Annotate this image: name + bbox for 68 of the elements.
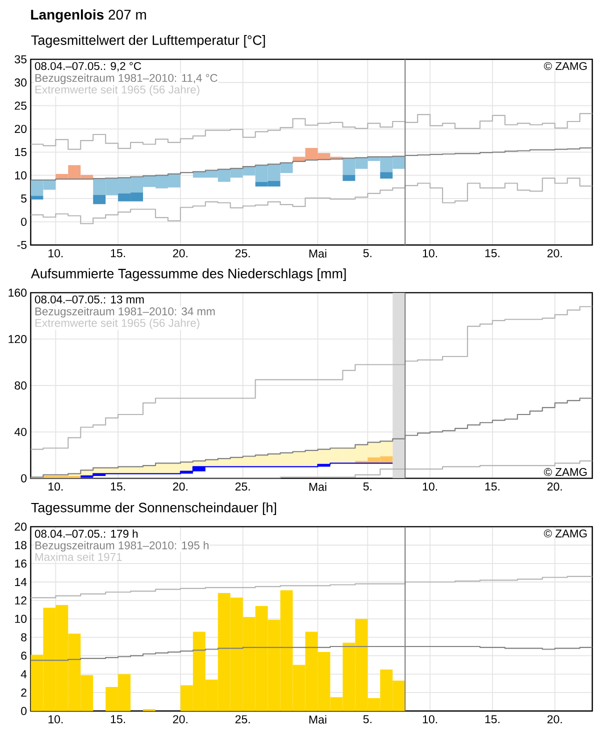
annotation: Extremwerte seit 1965 (56 Jahre) xyxy=(35,85,200,96)
x-tick-label: 15. xyxy=(110,482,125,491)
y-tick-label: 20 xyxy=(14,124,27,133)
y-tick-label: -5 xyxy=(17,240,27,249)
y-tick-label: 25 xyxy=(14,102,27,110)
y-tick-label: 10 xyxy=(15,171,27,180)
annotation: Extremwerte seit 1965 (56 Jahre) xyxy=(35,318,200,330)
x-tick-label: 20. xyxy=(547,715,562,724)
y-tick-label: 15 xyxy=(15,148,27,156)
annotation: Bezugszeitraum 1981–2010: 34 mm xyxy=(35,307,215,318)
y-tick-label: 12 xyxy=(15,596,26,604)
x-tick-label: 20. xyxy=(547,482,562,491)
x-tick-label: 15. xyxy=(485,482,500,491)
x-tick-label: 15. xyxy=(110,249,125,258)
y-tick-label: 6 xyxy=(21,652,26,660)
x-tick-label: 20. xyxy=(173,482,188,491)
annotation: Bezugszeitraum 1981–2010: 195 h xyxy=(35,541,209,552)
x-tick-label: 10. xyxy=(48,715,63,724)
y-tick-label: 0 xyxy=(21,474,27,482)
y-tick-label: 80 xyxy=(14,381,27,390)
chart-title: Aufsummierte Tagessumme des Niederschlags [mm] xyxy=(30,268,346,282)
annotation: Maxima seit 1971 xyxy=(35,552,122,561)
y-tick-label: 35 xyxy=(14,55,27,64)
x-tick-label: 15. xyxy=(110,715,125,724)
x-tick-label: 15. xyxy=(485,249,500,258)
chart-title: Langenlois 207 m xyxy=(31,9,146,22)
x-tick-label: 20. xyxy=(547,249,562,258)
x-tick-label: 10. xyxy=(48,249,63,258)
y-tick-label: 30 xyxy=(14,78,27,87)
y-tick-label: 10 xyxy=(15,614,27,623)
chart-title: Tagessumme der Sonnenscheindauer [h] xyxy=(31,502,276,516)
y-tick-label: 5 xyxy=(21,194,27,203)
x-tick-label: 15. xyxy=(485,715,500,724)
y-tick-label: 40 xyxy=(14,428,27,436)
x-tick-label: Mai xyxy=(309,482,326,491)
annotation: 08.04.–07.05.: 13 mm xyxy=(34,295,144,304)
x-tick-label: 5. xyxy=(363,715,372,724)
annotation: Bezugszeitraum 1981–2010: 11,4 °C xyxy=(35,74,218,84)
y-tick-label: 2 xyxy=(21,688,26,697)
annotation: © ZAMG xyxy=(544,62,587,70)
annotation: 08.04.–07.05.: 9,2 °C xyxy=(34,62,142,72)
y-tick-label: 120 xyxy=(8,335,27,344)
annotation: © ZAMG xyxy=(544,468,587,476)
x-tick-label: 10. xyxy=(422,715,437,724)
annotation: 08.04.–07.05.: 179 h xyxy=(34,529,138,538)
x-tick-label: 20. xyxy=(173,715,188,724)
x-tick-label: 10. xyxy=(422,482,437,491)
x-tick-label: 10. xyxy=(48,482,63,491)
y-tick-label: 0 xyxy=(21,706,27,716)
x-tick-label: 25. xyxy=(235,249,250,258)
y-tick-label: 4 xyxy=(20,670,27,678)
y-tick-label: 160 xyxy=(8,288,27,297)
chart-subtitle: Tagesmittelwert der Lufttemperatur [°C] xyxy=(31,35,265,48)
x-tick-label: 25. xyxy=(235,715,250,724)
y-tick-label: 16 xyxy=(15,559,26,568)
annotation: © ZAMG xyxy=(544,529,587,538)
y-tick-label: 0 xyxy=(21,218,27,226)
x-tick-label: 5. xyxy=(363,249,372,258)
x-tick-label: 20. xyxy=(173,249,188,258)
x-tick-label: 5. xyxy=(363,482,372,491)
y-tick-label: 14 xyxy=(15,578,27,586)
x-tick-label: Mai xyxy=(309,249,326,258)
y-tick-label: 20 xyxy=(14,522,27,531)
y-tick-label: 8 xyxy=(21,633,26,642)
y-tick-label: 18 xyxy=(15,541,26,550)
x-tick-label: Mai xyxy=(309,715,326,724)
x-tick-label: 10. xyxy=(422,249,437,258)
x-tick-label: 25. xyxy=(235,482,250,491)
